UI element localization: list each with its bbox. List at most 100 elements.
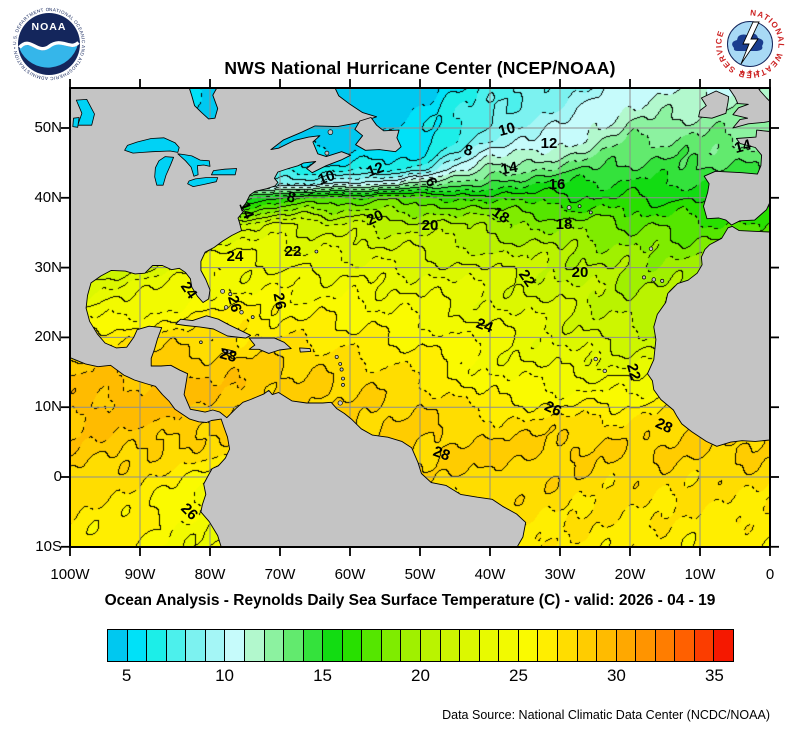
colorbar-cell [205,630,226,661]
x-axis-label: 100W [50,566,90,583]
island-dot [341,376,345,381]
island-dot [588,210,593,215]
island-dot [660,278,665,283]
colorbar-cell [597,630,617,661]
contour-label: 28 [431,443,452,465]
colorbar-cell [616,630,637,661]
colorbar-cell [440,630,461,661]
nws-stars: ★ ★ ★ [739,69,760,76]
map-subtitle: Ocean Analysis - Reynolds Daily Sea Surf… [104,592,716,609]
colorbar-cell [186,630,206,661]
island-dot [334,354,339,359]
island-dot [341,383,345,387]
contour-label: 24 [227,248,244,265]
colorbar-label: 10 [215,666,235,685]
island-dot [337,400,343,406]
contour-label: 16 [549,176,566,193]
colorbar-cell [675,630,695,661]
contour-label: 18 [556,216,573,233]
noaa-seagull-icon [18,41,80,51]
contour-label: 24 [474,315,496,337]
nws-lightning-icon [740,21,760,65]
contour-label: 10 [316,167,337,189]
x-axis-label: 50W [404,566,436,583]
land-africa [647,225,770,447]
colorbar-cell [557,630,578,661]
island-dot [250,315,255,320]
contour-label: 26 [542,398,564,420]
contour-label: 20 [572,264,589,281]
x-axis-label: 40W [474,566,506,583]
y-axis-label: 10N [34,398,62,416]
contour-label: 14 [500,159,520,179]
noaa-logo-sea [19,44,78,68]
x-axis-label: 10W [684,566,716,583]
colorbar-cell [577,630,598,661]
contour-label: 22 [623,362,644,383]
colorbar-cell [264,630,285,661]
page-title: NWS National Hurricane Center (NCEP/NOAA… [224,58,616,78]
colorbar-cell [499,630,519,661]
island-dot [648,246,654,251]
island-dot [338,362,343,366]
colorbar-cell [421,630,441,661]
x-axis-label: 80W [194,566,226,583]
colorbar-cell [381,630,402,661]
x-axis-label: 90W [124,566,156,583]
contour-label: 28 [653,415,675,437]
contour-label: 26 [177,500,201,524]
island-dot [239,310,244,315]
colorbar-cell [303,630,324,661]
x-axis-label: 70W [264,566,296,583]
contour-label: 8 [462,141,474,160]
island-dot [651,277,656,282]
contour-label: 20 [364,207,386,229]
colorbar-cell [518,630,539,661]
island-dot [324,150,330,156]
island-dot [602,368,607,374]
colorbar-cell [694,630,715,661]
land-hispaniola [248,337,292,354]
land-americas [70,88,527,547]
nws-logo: NATIONAL WEATHER SERVICE ★ ★ ★ [713,7,787,81]
colorbar-cell [655,630,676,661]
contour-label: 12 [541,135,558,152]
land-ireland [698,90,730,119]
colorbar-cell [342,630,363,661]
colorbar-label: 15 [313,666,332,685]
y-axis-label: 40N [34,188,62,206]
contour-label: 22 [515,267,538,290]
x-axis-label: 0 [765,566,775,583]
y-axis-label: 30N [34,258,62,276]
colorbar-cell [225,630,245,661]
island-dot [199,340,203,345]
colorbar-cell [636,630,656,661]
island-dot [566,205,572,210]
contour-label: 20 [422,217,439,234]
contour-label: 6 [422,175,441,190]
island-dot [593,356,598,362]
colorbar-cell [362,630,382,661]
island-dot [327,129,334,135]
colorbar-cell [401,630,421,661]
colorbar-cell [147,630,167,661]
x-axis-label: 20W [614,566,646,583]
colorbar-cell [284,630,304,661]
contour-label: 22 [285,243,302,260]
colorbar-cell [166,630,187,661]
colorbar-cell [127,630,148,661]
contour-label: 10 [497,119,518,140]
colorbar-label: 30 [606,666,626,685]
y-axis-label: 0 [53,467,62,485]
y-axis-label: 50N [34,118,62,136]
land-newfoundland [354,117,402,153]
lake-manitoba [72,117,80,128]
data-source-note: Data Source: National Climatic Data Cent… [442,708,770,722]
colorbar [107,629,734,662]
land-cuba [175,315,252,339]
colorbar-cell [479,630,500,661]
land-puerto_rico [299,347,312,353]
y-axis-label: 20N [34,328,62,346]
